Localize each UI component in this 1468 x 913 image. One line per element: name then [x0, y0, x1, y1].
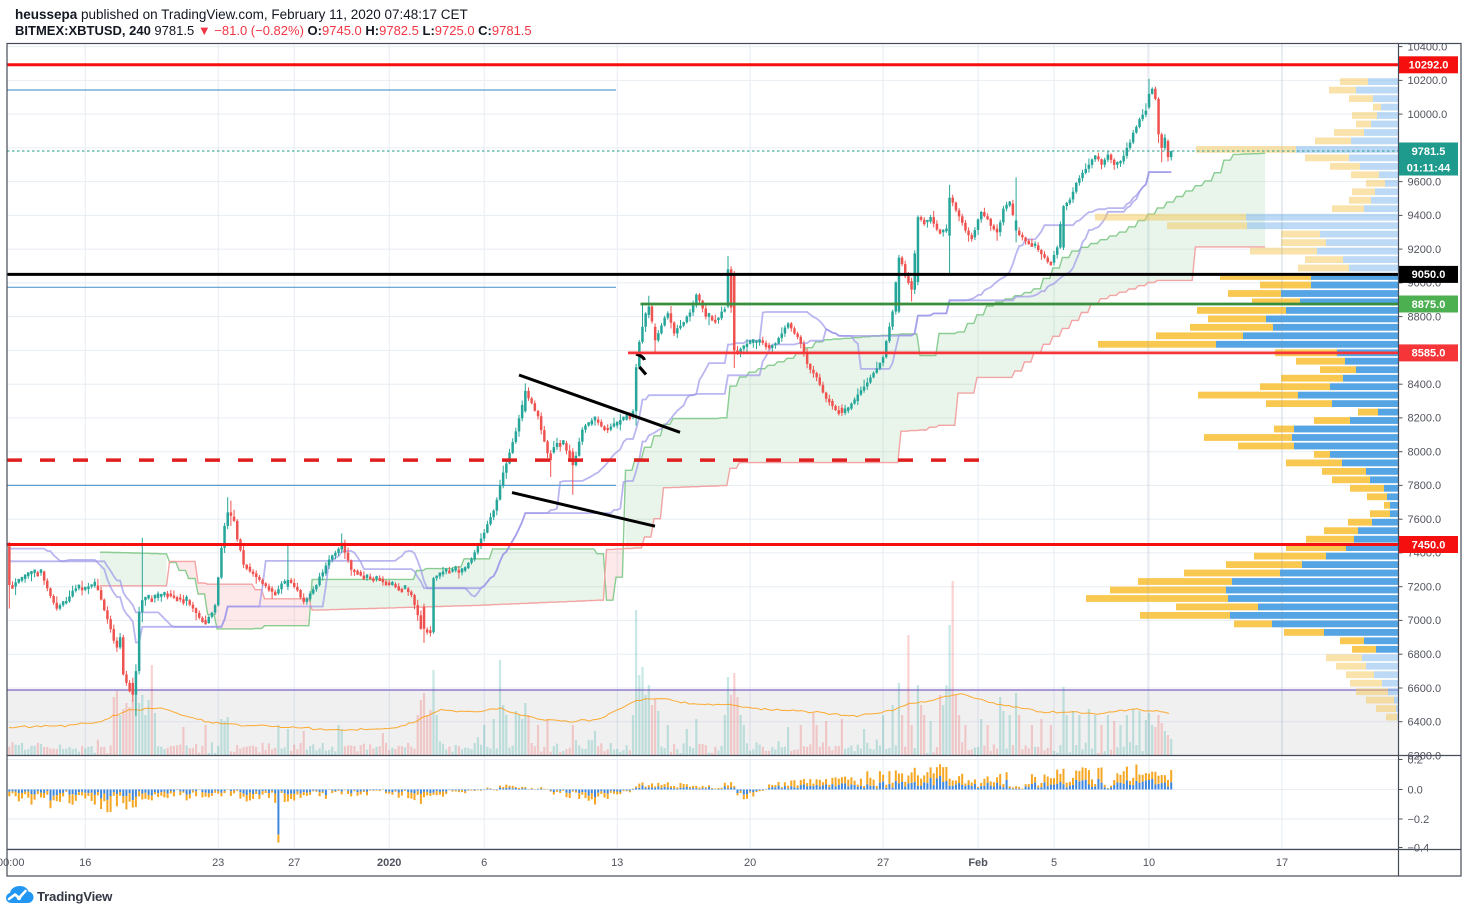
svg-text:9400.0: 9400.0	[1408, 210, 1442, 222]
svg-text:6800.0: 6800.0	[1408, 649, 1442, 661]
svg-text:heussepa published on TradingV: heussepa published on TradingView.com, F…	[15, 7, 468, 22]
svg-text:10200.0: 10200.0	[1408, 75, 1448, 87]
svg-text:5: 5	[1051, 857, 1057, 869]
svg-text:01:11:44: 01:11:44	[1407, 162, 1451, 174]
svg-text:9200.0: 9200.0	[1408, 244, 1442, 256]
svg-text:27: 27	[288, 857, 300, 869]
svg-text:8200.0: 8200.0	[1408, 413, 1442, 425]
svg-text:27: 27	[877, 857, 889, 869]
svg-text:0.0: 0.0	[1408, 784, 1423, 796]
svg-text:9050.0: 9050.0	[1412, 269, 1446, 281]
svg-text:9781.5: 9781.5	[1412, 146, 1446, 158]
svg-text:Feb: Feb	[968, 857, 988, 869]
svg-text:00:00: 00:00	[0, 857, 25, 869]
svg-text:23: 23	[212, 857, 224, 869]
svg-text:6400.0: 6400.0	[1408, 717, 1442, 729]
svg-text:BITMEX:XBTUSD, 240 9781.5 ▼ −: BITMEX:XBTUSD, 240 9781.5 ▼ −81.0 (−0.82…	[15, 23, 532, 38]
svg-text:7800.0: 7800.0	[1408, 480, 1442, 492]
svg-text:0.2: 0.2	[1408, 754, 1423, 766]
svg-text:7600.0: 7600.0	[1408, 514, 1442, 526]
svg-text:6200.0: 6200.0	[1408, 750, 1442, 762]
svg-text:17: 17	[1276, 857, 1288, 869]
svg-text:13: 13	[611, 857, 623, 869]
svg-text:10: 10	[1143, 857, 1155, 869]
svg-text:10292.0: 10292.0	[1409, 60, 1449, 72]
svg-text:8000.0: 8000.0	[1408, 447, 1442, 459]
svg-text:8875.0: 8875.0	[1412, 299, 1446, 311]
svg-text:8800.0: 8800.0	[1408, 311, 1442, 323]
svg-text:20: 20	[744, 857, 756, 869]
svg-text:−0.2: −0.2	[1408, 814, 1430, 826]
svg-text:9600.0: 9600.0	[1408, 176, 1442, 188]
svg-text:−0.4: −0.4	[1408, 842, 1430, 854]
svg-text:6: 6	[481, 857, 487, 869]
svg-text:10400.0: 10400.0	[1408, 41, 1448, 53]
svg-text:7000.0: 7000.0	[1408, 615, 1442, 627]
svg-text:8400.0: 8400.0	[1408, 379, 1442, 391]
svg-text:8585.0: 8585.0	[1412, 348, 1446, 360]
svg-text:6600.0: 6600.0	[1408, 683, 1442, 695]
svg-text:16: 16	[79, 857, 91, 869]
svg-text:7450.0: 7450.0	[1412, 539, 1446, 551]
svg-text:2020: 2020	[377, 857, 401, 869]
svg-text:TradingView: TradingView	[37, 889, 113, 904]
svg-text:10000.0: 10000.0	[1408, 109, 1448, 121]
svg-text:7200.0: 7200.0	[1408, 582, 1442, 594]
